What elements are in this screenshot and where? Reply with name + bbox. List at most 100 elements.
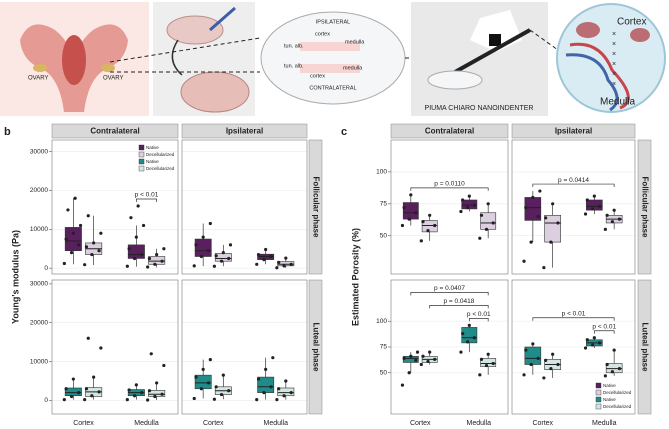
point [125,264,129,268]
uterus-right [74,24,128,112]
legend-label: Decellularized [146,166,175,171]
point [228,243,233,247]
point [192,396,196,401]
point [77,243,81,247]
point [538,189,542,193]
point [62,261,66,266]
point [219,259,224,263]
point [212,397,216,401]
facet [181,279,308,415]
y-tick-label: 30000 [30,281,48,288]
dish-small [427,70,483,90]
point [73,196,77,200]
bracket [135,198,158,203]
point [522,259,526,263]
svg-text:×: × [612,61,616,68]
facet [181,139,308,275]
point [484,227,489,231]
box [277,261,295,267]
row-label: Follicular phase [640,177,649,238]
ovary-slice [180,71,250,113]
point [78,223,83,228]
point [62,398,66,402]
point [64,387,68,391]
point [282,264,286,268]
point [536,214,540,219]
column-strip [51,123,179,139]
point [592,194,596,198]
point [426,359,430,364]
point [419,362,423,367]
legend-swatch [138,144,145,151]
facet [51,139,179,275]
point [256,377,261,381]
point [206,249,211,253]
dish-label: IPSILATERAL [316,19,350,25]
point [433,223,437,228]
point [428,350,432,354]
y-axis-label: Young's modulus (Pa) [10,230,20,324]
point [160,259,164,263]
legend-swatch [595,382,602,389]
indent-marks: × × × × × × [612,31,616,88]
uterine-cavity [62,35,86,85]
y-tick-label: 10000 [30,358,48,365]
point [227,389,231,393]
point [92,375,96,379]
point [585,198,589,202]
x-tick-label: Cortex [203,420,224,427]
point [194,243,198,247]
bracket-label: p = 0.0407 [434,285,465,292]
y-tick-label: 50 [380,232,388,239]
svg-text:×: × [612,41,616,48]
y-tick-label: 0 [44,265,48,272]
point [556,362,560,367]
y-tick-label: 75 [380,201,388,208]
bracket [532,317,615,321]
point [486,352,490,356]
point [192,264,196,268]
point [603,227,607,231]
bracket-label: p = 0.0418 [443,298,474,305]
bracket [532,183,615,188]
column-label: Ipsilateral [555,127,592,136]
x-tick-label: Medulla [592,420,617,427]
point [585,338,589,342]
y-tick-label: 0 [44,397,48,404]
point [90,252,94,257]
facet [390,279,509,415]
point [610,220,615,224]
point [162,363,166,368]
point [214,385,218,389]
point [212,264,216,268]
box [257,376,275,393]
point [64,237,68,241]
point [136,204,140,208]
bracket-label: p < 0.01 [467,311,491,318]
x-tick-label: Cortex [410,420,431,427]
dish-label: medulla [343,65,363,71]
point [264,247,268,252]
point [549,240,553,244]
box [148,256,166,265]
point [84,245,89,249]
point [419,239,423,243]
follicle [630,28,650,42]
row-label: Luteal phase [640,323,649,372]
point [147,256,152,261]
box [194,238,212,257]
point [617,217,622,221]
point [524,348,528,352]
dish-label: medulla [345,39,365,45]
point [486,202,490,206]
point [160,392,164,396]
point [277,387,281,391]
panel-label: c [341,126,347,138]
point [402,356,406,360]
dish-label: cortex [310,73,325,79]
point [208,221,212,226]
legend-swatch [595,403,602,410]
point [201,367,205,371]
bracket-label: p < 0.01 [562,310,586,317]
